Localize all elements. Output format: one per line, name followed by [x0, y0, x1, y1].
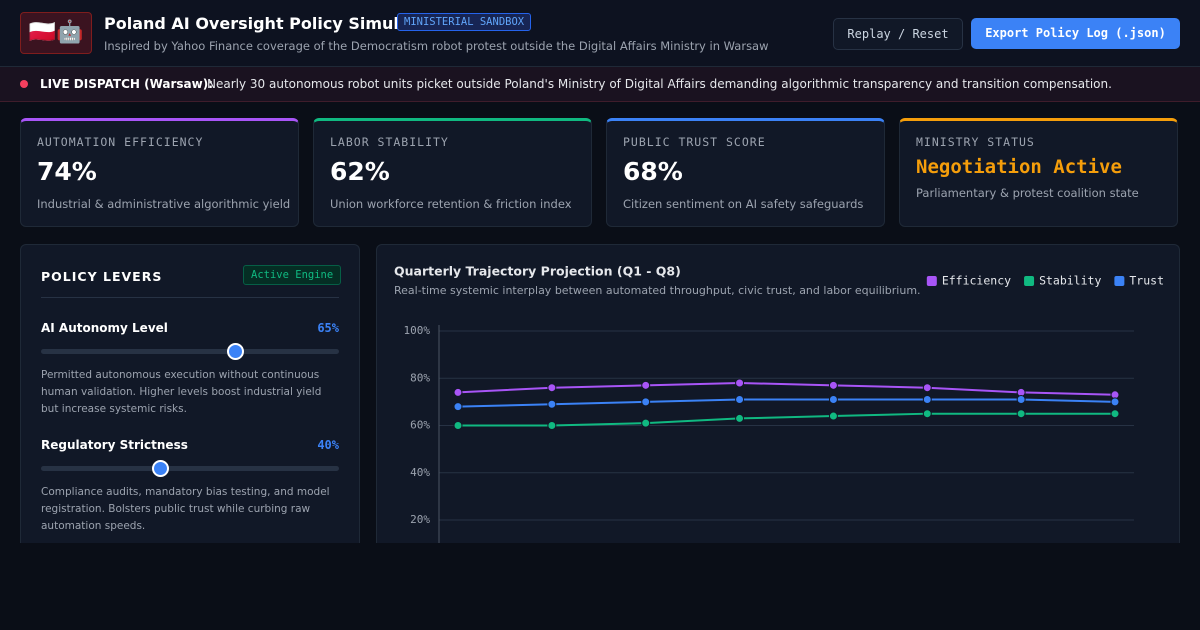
data-point — [735, 413, 745, 423]
export-button[interactable]: Export Policy Log (.json) — [971, 18, 1180, 49]
kpi-value: 62% — [330, 157, 390, 186]
y-tick-label: 60% — [410, 419, 430, 432]
data-point — [922, 409, 932, 419]
data-point — [1016, 409, 1026, 419]
sandbox-badge: MINISTERIAL SANDBOX — [397, 13, 532, 31]
dispatch-bar: LIVE DISPATCH (Warsaw): Nearly 30 autono… — [0, 67, 1200, 102]
data-point — [922, 383, 932, 393]
engine-badge: Active Engine — [243, 265, 342, 285]
data-point — [453, 421, 463, 430]
data-point — [1110, 397, 1120, 407]
kpi-card: AUTOMATION EFFICIENCY 74% Industrial & adm… — [20, 118, 299, 227]
kpi-value: 68% — [623, 157, 683, 186]
reset-button[interactable]: Replay / Reset — [833, 18, 963, 50]
data-point — [641, 380, 651, 390]
data-point — [547, 383, 557, 393]
data-point — [1016, 395, 1026, 405]
data-point — [1110, 409, 1120, 419]
levers-title: POLICY LEVERS — [41, 269, 163, 284]
data-point — [453, 387, 463, 397]
lever-description: Compliance audits, mandatory bias testin… — [41, 486, 330, 532]
kpi-label: PUBLIC TRUST SCORE — [623, 135, 766, 149]
slider-track — [41, 466, 339, 471]
chart: Quarterly Trajectory Projection (Q1 - Q8… — [394, 264, 1164, 543]
app-subtitle: Inspired by Yahoo Finance coverage of th… — [104, 39, 769, 53]
lever-value: 40% — [317, 438, 339, 452]
series-line — [457, 398, 1116, 408]
data-point — [735, 378, 745, 388]
kpi-card: MINISTRY STATUS Negotiation Active Parliam… — [899, 118, 1178, 227]
slider-track — [41, 349, 339, 354]
kpi-card: LABOR STABILITY 62% Union workforce retent… — [313, 118, 592, 227]
data-point — [641, 397, 651, 407]
series-line — [457, 381, 1116, 396]
chart-subtitle: Real-time systemic interplay between aut… — [394, 284, 921, 297]
legend-swatch — [1024, 276, 1035, 286]
header: 🇵🇱🤖 Poland AI Oversight Policy Simulator… — [0, 0, 1200, 67]
logo: 🇵🇱🤖 — [20, 12, 92, 54]
chart-title: Quarterly Trajectory Projection (Q1 - Q8… — [394, 264, 681, 279]
y-tick-label: 100% — [404, 324, 431, 337]
kpi-label: MINISTRY STATUS — [916, 135, 1035, 149]
y-tick-label: 20% — [410, 513, 430, 526]
legend-swatch — [1114, 276, 1125, 286]
kpi-card: PUBLIC TRUST SCORE 68% Citizen sentiment o… — [606, 118, 885, 227]
lever-name: Regulatory Strictness — [41, 438, 188, 452]
legend-swatch — [926, 276, 937, 286]
lever-description: Permitted autonomous execution without c… — [41, 369, 322, 415]
data-point — [453, 402, 463, 412]
kpi-description: Industrial & administrative algorithmic … — [37, 197, 291, 211]
dispatch-text: Nearly 30 autonomous robot units picket … — [207, 77, 1112, 91]
lever-value: 65% — [317, 321, 339, 335]
lever-name: AI Autonomy Level — [41, 321, 168, 335]
series-line — [458, 412, 1115, 427]
legend-label: Stability — [1039, 274, 1101, 288]
kpi-label: LABOR STABILITY — [330, 135, 449, 149]
chart-panel: Quarterly Trajectory Projection (Q1 - Q8… — [376, 244, 1180, 543]
y-tick-label: 40% — [410, 466, 430, 479]
data-point — [735, 395, 745, 405]
legend-label: Trust — [1129, 274, 1164, 288]
kpi-value: Negotiation Active — [916, 156, 1122, 178]
data-point — [547, 399, 557, 409]
dispatch-label: LIVE DISPATCH (Warsaw): — [40, 77, 214, 91]
data-point — [922, 395, 932, 405]
divider — [41, 297, 339, 298]
data-point — [641, 418, 651, 428]
slider-thumb[interactable] — [226, 343, 244, 360]
data-point — [547, 421, 557, 430]
app-title: Poland AI Oversight Policy Simulator — [104, 14, 437, 33]
kpi-label: AUTOMATION EFFICIENCY — [37, 135, 204, 149]
legend-label: Efficiency — [942, 274, 1011, 288]
kpi-description: Union workforce retention & friction ind… — [330, 197, 572, 211]
slider-thumb[interactable] — [152, 460, 170, 477]
data-point — [828, 380, 838, 390]
y-tick-label: 80% — [410, 371, 430, 384]
kpi-description: Parliamentary & protest coalition state — [916, 186, 1139, 200]
levers-panel: POLICY LEVERS Active Engine AI Autonomy … — [20, 244, 360, 543]
data-point — [828, 411, 838, 421]
data-point — [828, 395, 838, 405]
kpi-description: Citizen sentiment on AI safety safeguard… — [623, 197, 864, 211]
kpi-value: 74% — [37, 157, 97, 186]
live-dot — [20, 80, 28, 88]
